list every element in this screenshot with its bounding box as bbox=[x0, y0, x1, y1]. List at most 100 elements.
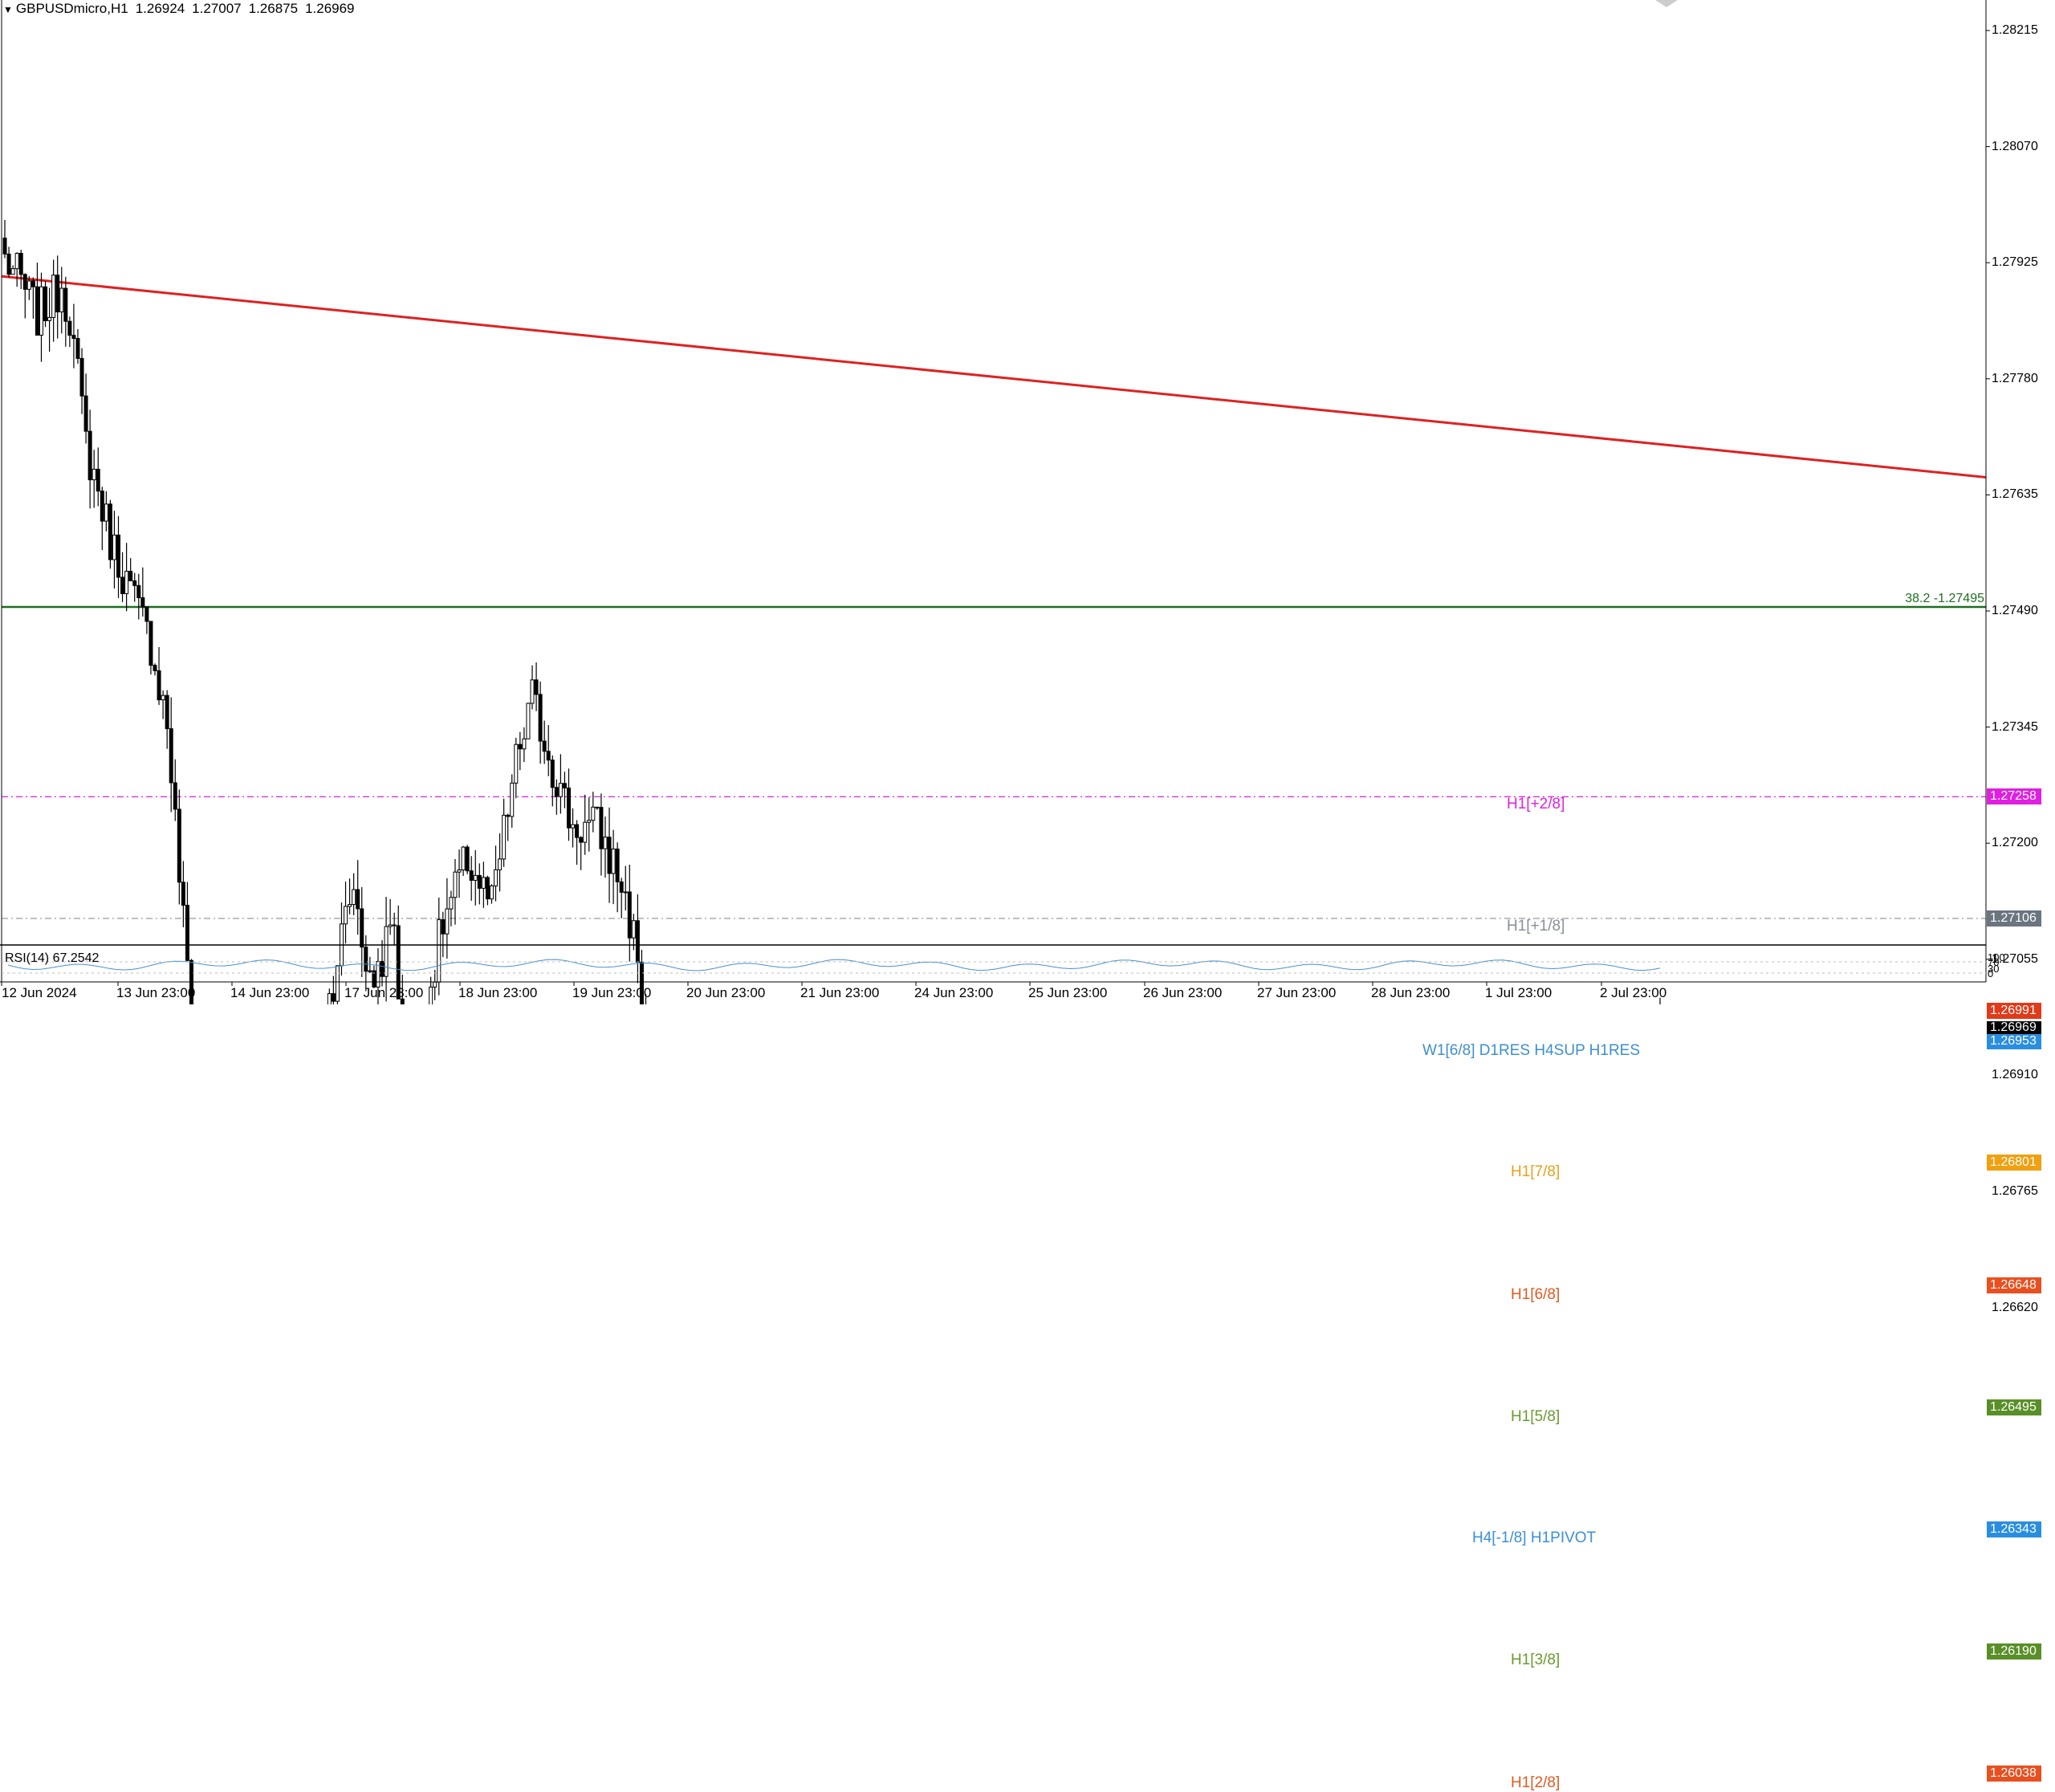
price-tick-label: 1.27055 bbox=[1992, 951, 2038, 966]
candle-body bbox=[558, 783, 563, 797]
candle-body bbox=[136, 584, 141, 598]
price-box-w1-6-8: 1.26953 bbox=[1987, 1032, 2041, 1049]
time-tick-label: 27 Jun 23:00 bbox=[1257, 985, 1337, 1000]
candle-body bbox=[352, 889, 356, 906]
time-tick-label: 2 Jul 23:00 bbox=[1600, 985, 1667, 1000]
time-tick-label: 28 Jun 23:00 bbox=[1371, 985, 1451, 1000]
level-label-h1-3-8: H1[3/8] bbox=[1511, 1651, 1561, 1669]
candle-body bbox=[335, 965, 340, 1002]
candle-body bbox=[566, 787, 571, 829]
price-tick-label: 1.27635 bbox=[1992, 487, 2038, 502]
candle-body bbox=[2, 237, 7, 255]
candle-body bbox=[124, 570, 129, 594]
candle-body bbox=[591, 806, 596, 821]
collapse-arrow-icon[interactable]: ▼ bbox=[3, 4, 13, 15]
fib-level-label: 38.2 -1.27495 bbox=[1905, 592, 1984, 605]
candle-body bbox=[47, 316, 52, 321]
candle-body bbox=[364, 947, 368, 972]
candle-body bbox=[530, 679, 535, 704]
candle-body bbox=[623, 891, 628, 894]
candle-body bbox=[67, 320, 72, 336]
candle-body bbox=[473, 874, 478, 881]
rsi-line bbox=[7, 959, 1661, 971]
candle-body bbox=[112, 534, 116, 560]
candle-body bbox=[583, 821, 588, 843]
level-label-h4-pivot: H4[-1/8] H1PIVOT bbox=[1472, 1529, 1597, 1546]
candle-body bbox=[31, 280, 35, 287]
candle-body bbox=[153, 665, 157, 671]
candle-body bbox=[157, 670, 161, 701]
candle-body bbox=[400, 998, 405, 1004]
candle-body bbox=[445, 908, 450, 935]
candle-body bbox=[83, 395, 88, 432]
candle-body bbox=[534, 679, 539, 695]
candle-body bbox=[392, 924, 397, 927]
candle-body bbox=[140, 597, 145, 608]
rsi-scale-label: 70 bbox=[1988, 956, 2000, 968]
price-box-h1-2-8: 1.26038 bbox=[1987, 1765, 2041, 1782]
candle-body bbox=[100, 491, 104, 522]
time-tick-label: 24 Jun 23:00 bbox=[914, 985, 994, 1000]
time-tick-label: 18 Jun 23:00 bbox=[458, 985, 538, 1000]
candle-body bbox=[331, 993, 336, 1002]
candle-body bbox=[10, 268, 15, 275]
price-box-h1-7-8: 1.26801 bbox=[1987, 1155, 2041, 1171]
price-tick-label: 1.27780 bbox=[1992, 371, 2038, 385]
candle-body bbox=[128, 570, 133, 581]
candle-body bbox=[571, 824, 576, 829]
candle-body bbox=[177, 808, 181, 883]
candle-body bbox=[627, 891, 632, 939]
low-price: 1.26875 bbox=[248, 1, 299, 16]
candle-body bbox=[356, 889, 360, 910]
candle-body bbox=[43, 286, 48, 321]
high-price: 1.27007 bbox=[192, 1, 242, 16]
candle-body bbox=[453, 871, 458, 898]
candle-body bbox=[514, 743, 519, 784]
price-chart[interactable] bbox=[0, 0, 2055, 1004]
level-label-h1-plus-2-8: H1[+2/8] bbox=[1507, 796, 1565, 813]
time-tick-label: 21 Jun 23:00 bbox=[800, 985, 880, 1000]
candle-body bbox=[498, 858, 503, 870]
candle-body bbox=[18, 253, 23, 275]
time-tick-label: 20 Jun 23:00 bbox=[686, 985, 766, 1000]
candle-body bbox=[631, 920, 636, 939]
price-box-h1-plus-1-8: 1.27106 bbox=[1987, 910, 2041, 927]
candle-body bbox=[75, 338, 80, 359]
candle-body bbox=[344, 906, 348, 925]
price-box-h1-3-8: 1.26190 bbox=[1987, 1643, 2041, 1660]
price-box-h4-pivot: 1.26343 bbox=[1987, 1521, 2041, 1537]
candle-body bbox=[71, 335, 76, 340]
candle-body bbox=[502, 814, 507, 860]
candle-body bbox=[149, 621, 153, 666]
candle-body bbox=[441, 919, 446, 935]
candle-body bbox=[327, 993, 332, 1004]
candle-body bbox=[79, 357, 84, 397]
candle-body bbox=[611, 848, 616, 874]
candle-body bbox=[6, 253, 11, 275]
symbol-header: ▼ GBPUSDmicro,H1 1.26924 1.27007 1.26875 1.26… bbox=[3, 1, 362, 17]
level-label-h1-2-8: H1[2/8] bbox=[1511, 1774, 1561, 1791]
candle-body bbox=[518, 743, 523, 750]
candle-body bbox=[396, 925, 401, 1000]
candle-body bbox=[595, 806, 600, 808]
level-label-h1-7-8: H1[7/8] bbox=[1511, 1163, 1561, 1181]
candle-body bbox=[522, 738, 527, 750]
rsi-indicator-label: RSI(14) 67.2542 bbox=[5, 951, 100, 965]
candle-body bbox=[376, 960, 380, 988]
candle-body bbox=[429, 986, 433, 1004]
time-tick-label: 1 Jul 23:00 bbox=[1485, 985, 1552, 1000]
candle-body bbox=[348, 904, 352, 907]
candle-body bbox=[173, 782, 177, 810]
candle-body bbox=[372, 970, 376, 988]
candle-body bbox=[384, 926, 389, 977]
candle-body bbox=[457, 870, 462, 873]
price-tick-label: 1.27490 bbox=[1992, 604, 2038, 617]
trend-line bbox=[1, 275, 1987, 479]
time-tick-label: 25 Jun 23:00 bbox=[1028, 985, 1108, 1000]
price-tick-label: 1.27200 bbox=[1992, 836, 2038, 850]
candle-body bbox=[607, 837, 612, 874]
price-tick-label: 1.27925 bbox=[1992, 255, 2038, 270]
candle-body bbox=[63, 287, 68, 322]
level-label-w1-6-8: W1[6/8] D1RES H4SUP H1RES bbox=[1422, 1041, 1641, 1059]
